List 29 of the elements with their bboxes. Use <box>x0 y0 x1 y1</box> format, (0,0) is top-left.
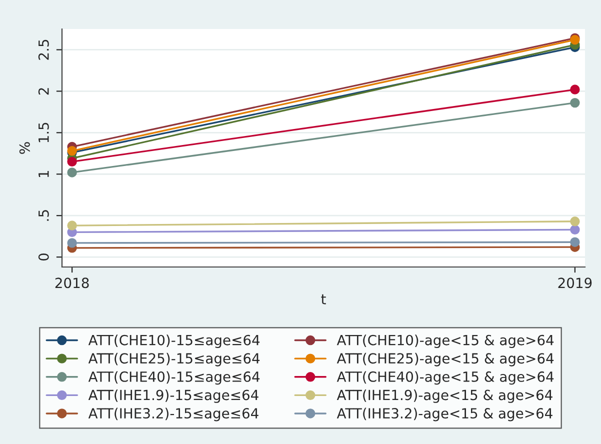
point <box>67 168 77 178</box>
point <box>570 237 580 247</box>
y-tick-label: .5 <box>38 210 49 221</box>
point <box>570 216 580 226</box>
y-axis-title: % <box>19 142 30 154</box>
legend-label: ATT(CHE25)-15≤age≤64 <box>88 352 260 366</box>
legend-label: ATT(CHE40)-15≤age≤64 <box>88 371 260 385</box>
x-axis-title: t <box>321 294 326 304</box>
x-tick-label: 2019 <box>558 278 592 288</box>
y-tick-label: 1 <box>38 170 49 178</box>
legend-label: ATT(CHE40)-age<15 & age>64 <box>336 371 554 385</box>
legend-label: ATT(IHE3.2)-15≤age≤64 <box>88 408 258 422</box>
legend-label: ATT(CHE10)-age<15 & age>64 <box>336 334 554 348</box>
y-tick-label: 2 <box>38 88 49 95</box>
x-tick-label: 2018 <box>55 278 89 288</box>
point <box>570 98 580 108</box>
legend-label: ATT(CHE10)-15≤age≤64 <box>88 334 260 348</box>
legend-label: ATT(IHE3.2)-age<15 & age>64 <box>336 408 552 422</box>
point <box>67 220 77 230</box>
point <box>570 224 580 235</box>
point <box>67 238 77 248</box>
y-tick-label: 2.5 <box>38 40 49 60</box>
point <box>570 84 580 94</box>
legend-label: ATT(CHE25)-age<15 & age>64 <box>336 352 554 366</box>
legend-label: ATT(IHE1.9)-15≤age≤64 <box>88 390 258 403</box>
y-tick-label: 1.5 <box>38 122 49 142</box>
y-tick-label: 0 <box>38 254 49 261</box>
point <box>67 156 77 167</box>
legend-label: ATT(IHE1.9)-age<15 & age>64 <box>336 390 552 403</box>
